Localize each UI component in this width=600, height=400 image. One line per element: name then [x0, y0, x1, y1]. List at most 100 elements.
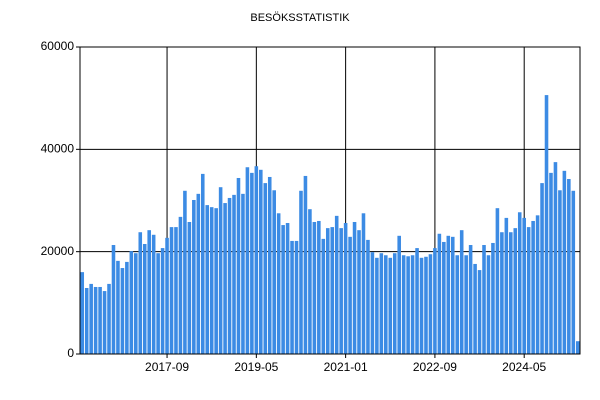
bar — [500, 232, 504, 354]
bar — [267, 176, 272, 354]
bar — [486, 255, 491, 354]
bar — [540, 183, 544, 354]
bar — [214, 208, 218, 354]
y-tick-label: 40000 — [41, 142, 75, 156]
bar — [285, 223, 290, 354]
bar — [317, 220, 321, 354]
chart-title: BESÖKSSTATISTIK — [250, 12, 350, 24]
bar — [419, 257, 424, 354]
bar — [531, 220, 535, 354]
bar — [241, 193, 245, 354]
bar — [223, 203, 227, 354]
x-tick-label: 2019-05 — [234, 360, 278, 374]
bar — [468, 245, 473, 354]
bar — [406, 256, 410, 354]
bar — [517, 212, 522, 354]
bar — [509, 232, 513, 354]
bar — [169, 227, 174, 354]
x-tick-label: 2017-09 — [145, 360, 189, 374]
bar — [442, 241, 446, 354]
bar — [165, 237, 169, 354]
bar — [312, 221, 317, 354]
bar — [513, 228, 518, 354]
bar — [80, 272, 85, 354]
bar — [352, 221, 357, 354]
bar — [455, 255, 460, 354]
bar — [263, 183, 268, 354]
bar — [459, 230, 464, 354]
bar — [250, 172, 254, 354]
bar — [183, 190, 187, 354]
bar — [357, 230, 361, 354]
bar — [397, 235, 401, 354]
bar — [138, 232, 143, 354]
bar — [259, 169, 263, 354]
bar — [93, 286, 98, 354]
bar — [272, 190, 276, 354]
bar — [330, 227, 335, 354]
y-tick-label: 60000 — [41, 39, 75, 53]
bar — [567, 179, 571, 354]
bar — [98, 286, 102, 354]
bar — [544, 95, 549, 354]
y-tick-label: 20000 — [41, 244, 75, 258]
bar — [535, 215, 540, 354]
bar — [375, 257, 379, 354]
bar — [575, 341, 580, 354]
bar — [473, 263, 477, 354]
bar — [464, 255, 468, 354]
bar — [116, 260, 120, 354]
bar — [156, 253, 160, 354]
bar — [343, 223, 348, 354]
bar — [348, 236, 352, 354]
bar — [571, 190, 576, 354]
bar — [495, 208, 500, 354]
bar — [482, 245, 486, 354]
bar — [437, 233, 442, 354]
bar — [89, 283, 93, 354]
bar — [290, 240, 294, 354]
bar — [370, 252, 375, 354]
x-tick-label: 2021-01 — [324, 360, 368, 374]
bar — [294, 240, 299, 354]
bar — [281, 225, 285, 354]
bar — [107, 283, 111, 354]
bar — [120, 268, 125, 354]
bar — [491, 242, 495, 354]
bar — [276, 213, 281, 354]
bar — [339, 228, 343, 354]
bar — [450, 236, 455, 354]
bar — [388, 257, 393, 354]
bar — [174, 227, 178, 354]
bar — [125, 261, 129, 354]
bar — [227, 197, 232, 354]
bar — [433, 248, 437, 354]
bar — [236, 177, 241, 354]
bar — [401, 255, 406, 354]
bar — [218, 187, 223, 354]
bar — [232, 194, 236, 354]
bar — [102, 291, 107, 354]
bar — [299, 190, 303, 354]
bar — [245, 167, 250, 354]
x-tick-label: 2024-05 — [502, 360, 546, 374]
bar — [187, 221, 192, 354]
bar — [151, 234, 156, 354]
bar — [205, 205, 210, 354]
bar — [321, 238, 326, 354]
bar — [334, 215, 339, 354]
bar — [428, 254, 433, 354]
bar — [129, 251, 134, 354]
bar — [384, 255, 388, 354]
bar — [308, 209, 312, 354]
bar — [196, 193, 201, 354]
bar — [200, 173, 205, 354]
bar — [446, 235, 451, 354]
y-tick-label: 0 — [67, 346, 74, 360]
x-tick-label: 2022-09 — [413, 360, 457, 374]
bar — [160, 248, 165, 354]
bar — [424, 256, 428, 354]
plot-frame — [79, 46, 581, 355]
bar — [379, 253, 384, 354]
